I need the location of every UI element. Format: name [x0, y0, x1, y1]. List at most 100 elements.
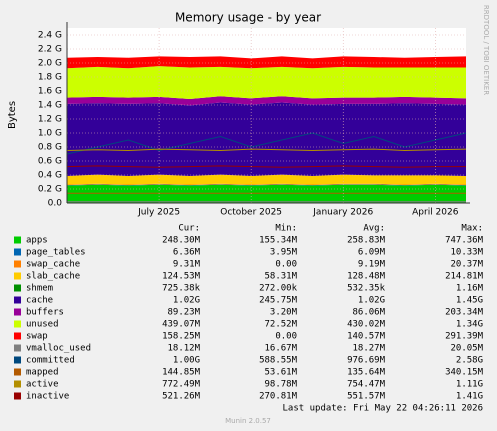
area	[67, 56, 466, 69]
legend-label: inactive	[26, 392, 69, 402]
legend-stat: 439.07M	[162, 320, 201, 330]
area	[67, 66, 466, 100]
legend-label: swap	[26, 332, 48, 342]
legend-stat: 58.31M	[264, 272, 297, 282]
legend-stat: 0.00	[275, 260, 297, 270]
legend-stat: 270.81M	[259, 392, 298, 402]
legend-label: apps	[26, 236, 48, 246]
y-tick-label: 1.8 G	[38, 73, 62, 83]
legend-swatch	[14, 260, 21, 268]
legend-stat: 158.25M	[162, 332, 201, 342]
legend-stat: 135.64M	[347, 368, 386, 378]
area	[67, 96, 466, 106]
legend-label: unused	[26, 320, 59, 330]
area	[67, 174, 466, 185]
legend-stat: 2.58G	[456, 356, 483, 366]
legend-stat: 144.85M	[162, 368, 201, 378]
y-tick-label: 0.0	[48, 199, 63, 209]
legend-swatch	[14, 392, 21, 400]
legend-stat: 86.06M	[352, 308, 385, 318]
legend-stat: 430.02M	[347, 320, 386, 330]
y-tick-label: 0.4 G	[38, 171, 62, 181]
legend-swatch	[14, 236, 21, 244]
legend-stat: 532.35k	[347, 284, 386, 294]
legend-stat: 128.48M	[347, 272, 386, 282]
legend-stat: 1.16M	[456, 284, 484, 294]
y-tick-label: 0.6 G	[38, 157, 62, 167]
area	[67, 184, 466, 186]
legend-stat: 521.26M	[162, 392, 201, 402]
x-tick-label: October 2025	[220, 208, 282, 218]
y-tick-label: 0.8 G	[38, 143, 62, 153]
y-tick-label: 0.2 G	[38, 185, 62, 195]
legend-label: page_tables	[26, 248, 86, 258]
legend-stat: 214.81M	[445, 272, 484, 282]
legend-stat: 98.78M	[264, 380, 297, 390]
column-header: Min:	[275, 224, 297, 234]
legend-stat: 291.39M	[445, 332, 484, 342]
legend-stat: 155.34M	[259, 236, 298, 246]
legend-stat: 6.36M	[173, 248, 201, 258]
legend-stat: 3.20M	[270, 308, 298, 318]
legend-swatch	[14, 296, 21, 304]
area	[67, 102, 466, 177]
legend-stat: 1.45G	[456, 296, 483, 306]
y-tick-label: 2.0 G	[38, 59, 62, 69]
legend-label: vmalloc_used	[26, 344, 91, 354]
legend-stat: 9.31M	[173, 260, 201, 270]
area	[67, 184, 466, 203]
legend-label: mapped	[26, 368, 59, 378]
chart-title: Memory usage - by year	[175, 11, 321, 25]
legend-swatch	[14, 248, 21, 256]
y-tick-label: 2.4 G	[38, 31, 62, 41]
legend-swatch	[14, 272, 21, 280]
line	[66, 165, 466, 168]
legend-stat: 140.57M	[347, 332, 386, 342]
legend-label: swap_cache	[26, 260, 80, 270]
legend-stat: 16.67M	[264, 344, 297, 354]
area	[67, 183, 466, 186]
legend-label: buffers	[26, 308, 64, 318]
legend-swatch	[14, 320, 21, 328]
legend-stat: 1.11G	[456, 380, 483, 390]
legend-stat: 72.52M	[264, 320, 297, 330]
legend-swatch	[14, 356, 21, 364]
legend-swatch	[14, 284, 21, 292]
legend-stat: 203.34M	[445, 308, 484, 318]
legend-stat: 588.55M	[259, 356, 298, 366]
legend-stat: 754.47M	[347, 380, 386, 390]
legend-stat: 18.27M	[352, 344, 385, 354]
last-update: Last update: Fri May 22 04:26:11 2026	[283, 404, 483, 414]
side-label: RRDTOOL / TOBI OETIKER	[482, 5, 490, 95]
y-tick-label: 1.0 G	[38, 129, 62, 139]
legend-swatch	[14, 308, 21, 316]
legend-stat: 772.49M	[162, 380, 201, 390]
legend-stat: 1.02G	[173, 296, 200, 306]
legend-stat: 976.69M	[347, 356, 386, 366]
legend-stat: 20.37M	[450, 260, 483, 270]
legend-stat: 551.57M	[347, 392, 386, 402]
legend-label: slab_cache	[26, 272, 80, 282]
y-tick-label: 1.6 G	[38, 87, 62, 97]
y-axis-label: Bytes	[7, 101, 18, 129]
x-tick-label: January 2026	[312, 208, 373, 218]
legend-stat: 258.83M	[347, 236, 386, 246]
legend-swatch	[14, 344, 21, 352]
legend-stat: 53.61M	[264, 368, 297, 378]
legend-stat: 747.36M	[445, 236, 484, 246]
column-header: Avg:	[363, 224, 385, 234]
legend-stat: 245.75M	[259, 296, 298, 306]
legend-stat: 272.00k	[259, 284, 298, 294]
legend-stat: 20.05M	[450, 344, 483, 354]
legend-stat: 18.12M	[167, 344, 200, 354]
legend-label: committed	[26, 356, 75, 366]
legend-label: active	[26, 380, 59, 390]
legend-stat: 725.38k	[162, 284, 201, 294]
x-tick-label: July 2025	[137, 208, 180, 218]
legend-stat: 248.30M	[162, 236, 201, 246]
legend-stat: 1.00G	[173, 356, 200, 366]
footer: Munin 2.0.57	[225, 417, 271, 425]
legend-stat: 0.00	[275, 332, 297, 342]
legend-stat: 1.34G	[456, 320, 483, 330]
